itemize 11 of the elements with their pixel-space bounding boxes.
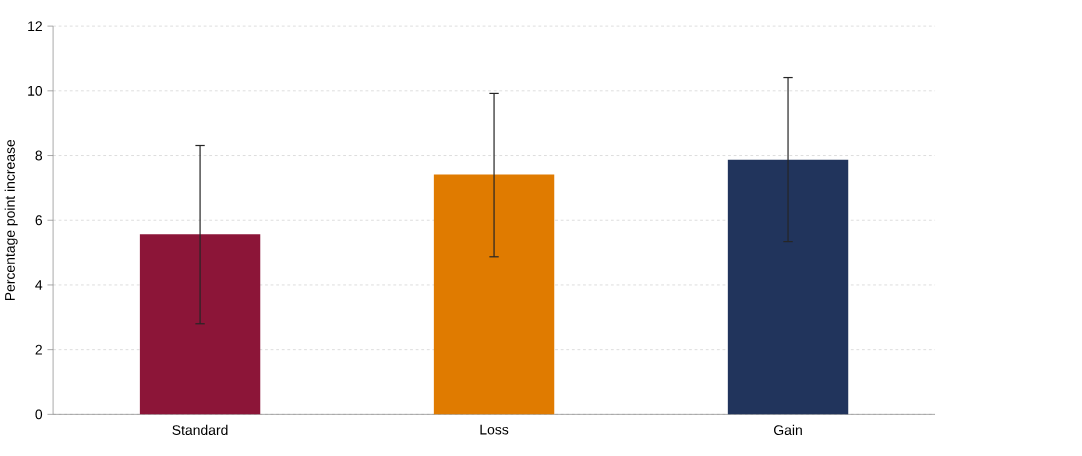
y-tick-label: 0 <box>35 409 43 420</box>
y-tick-label: 10 <box>28 85 43 96</box>
y-tick-label: 6 <box>35 215 43 225</box>
y-tick-label: 8 <box>35 150 43 161</box>
x-tick-label: Standard <box>172 424 228 435</box>
x-tick-label: Gain <box>774 424 802 435</box>
y-tick-label: 12 <box>28 21 42 31</box>
y-tick-label: 2 <box>35 344 42 355</box>
y-axis-title: Percentage point increase <box>4 139 18 300</box>
x-tick-label: Loss <box>480 424 509 435</box>
y-tick-label: 4 <box>35 279 43 290</box>
